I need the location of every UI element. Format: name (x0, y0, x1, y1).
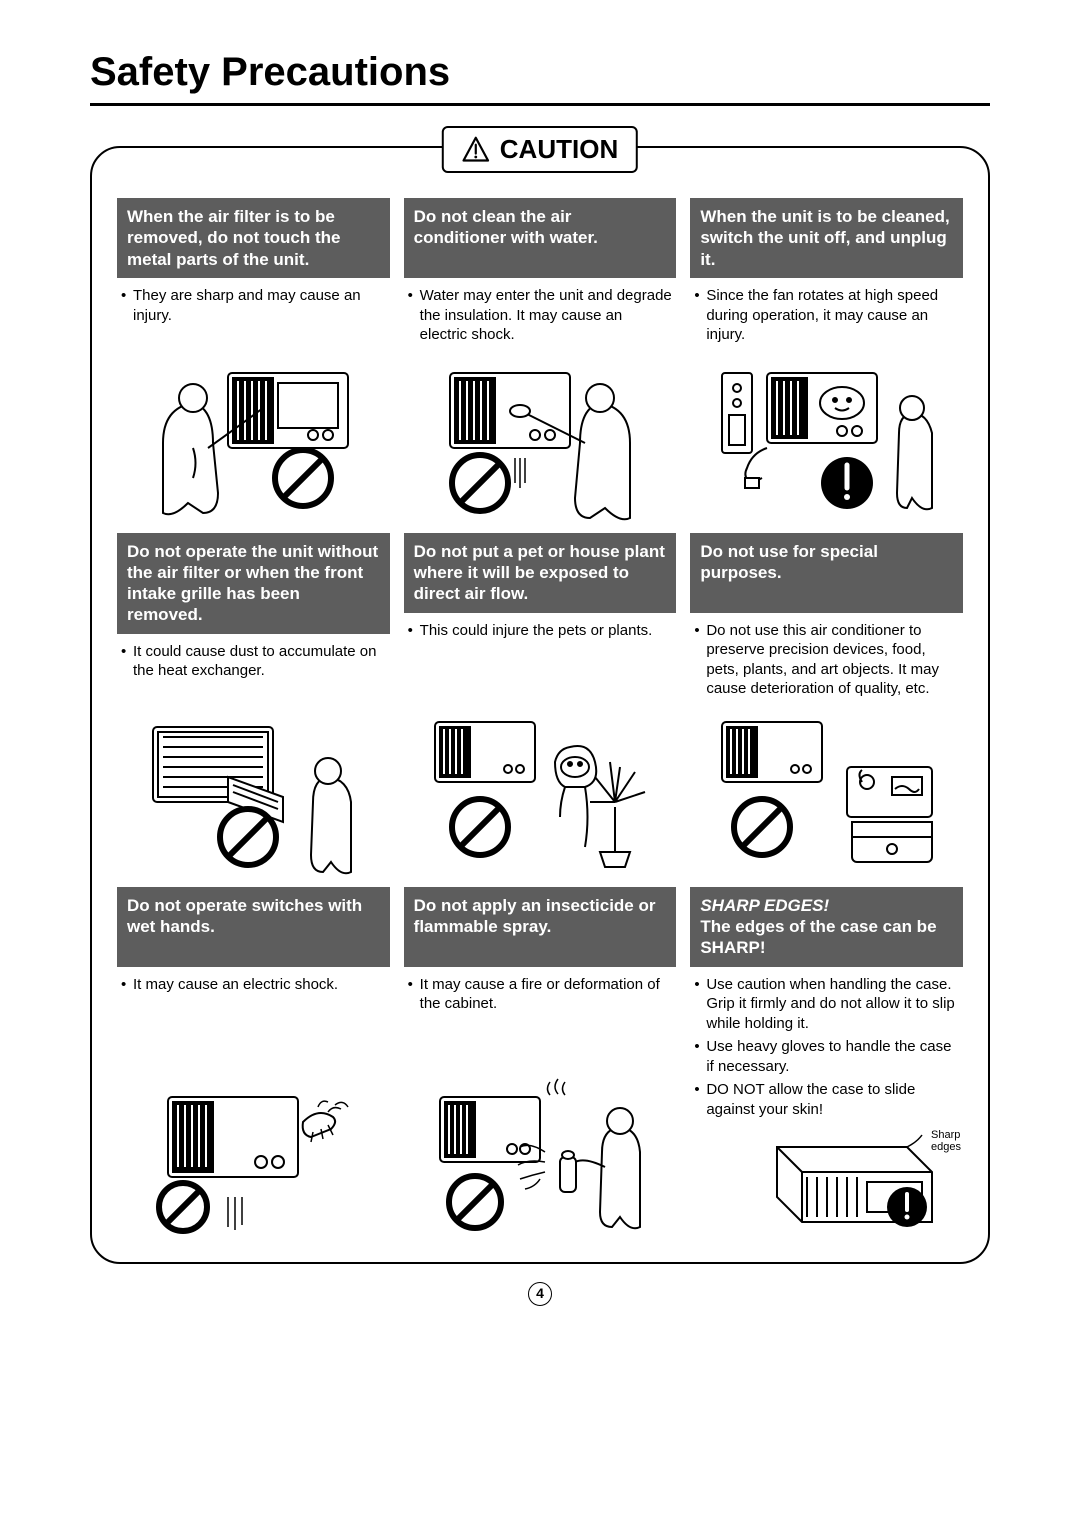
illustration (690, 353, 963, 523)
cell-body: They are sharp and may cause an injury. (117, 278, 390, 333)
cell-header: Do not apply an insecticide or flammable… (404, 887, 677, 967)
bullet: Use caution when handling the case. Grip… (694, 975, 959, 1034)
caution-cell: When the unit is to be cleaned, switch t… (690, 198, 963, 523)
cell-header-italic: SHARP EDGES! (700, 896, 829, 915)
caution-label: CAUTION (442, 126, 638, 173)
caution-cell: Do not operate the unit without the air … (117, 533, 390, 877)
caution-cell: Do not operate switches with wet hands. … (117, 887, 390, 1238)
bullet: It could cause dust to accumulate on the… (121, 642, 386, 681)
illustration (117, 707, 390, 877)
bullet: Water may enter the unit and degrade the… (408, 286, 673, 345)
cell-header: When the unit is to be cleaned, switch t… (690, 198, 963, 278)
bullet: Since the fan rotates at high speed duri… (694, 286, 959, 345)
sharp-edges-label: Sharp edges (931, 1129, 961, 1153)
illustration (117, 353, 390, 523)
caution-cell: When the air filter is to be removed, do… (117, 198, 390, 523)
caution-cell: Do not apply an insecticide or flammable… (404, 887, 677, 1238)
illustration (404, 1067, 677, 1237)
page-title: Safety Precautions (90, 50, 990, 95)
cell-body: Since the fan rotates at high speed duri… (690, 278, 963, 353)
illustration (117, 1067, 390, 1237)
bullet: This could injure the pets or plants. (408, 621, 673, 641)
caution-cell: Do not clean the air conditioner with wa… (404, 198, 677, 523)
cell-header: Do not operate the unit without the air … (117, 533, 390, 634)
page-number: 4 (90, 1282, 990, 1306)
cell-body: Do not use this air conditioner to prese… (690, 613, 963, 707)
bullet: Use heavy gloves to handle the case if n… (694, 1037, 959, 1076)
caution-cell: Do not put a pet or house plant where it… (404, 533, 677, 877)
cell-header: SHARP EDGES! The edges of the case can b… (690, 887, 963, 967)
cell-body: Water may enter the unit and degrade the… (404, 278, 677, 353)
caution-grid: When the air filter is to be removed, do… (117, 198, 963, 1237)
bullet: It may cause a fire or deformation of th… (408, 975, 673, 1014)
illustration (404, 353, 677, 523)
cell-header: Do not put a pet or house plant where it… (404, 533, 677, 613)
caution-cell: SHARP EDGES! The edges of the case can b… (690, 887, 963, 1238)
cell-header: When the air filter is to be removed, do… (117, 198, 390, 278)
page-number-value: 4 (528, 1282, 552, 1306)
illustration: Sharp edges (690, 1127, 963, 1237)
title-rule (90, 103, 990, 106)
bullet: It may cause an electric shock. (121, 975, 386, 995)
cell-body: It could cause dust to accumulate on the… (117, 634, 390, 689)
bullet: They are sharp and may cause an injury. (121, 286, 386, 325)
caution-cell: Do not use for special purposes. Do not … (690, 533, 963, 877)
cell-body: This could injure the pets or plants. (404, 613, 677, 649)
cell-header-text: The edges of the case can be SHARP! (700, 917, 936, 957)
illustration (404, 707, 677, 877)
bullet: DO NOT allow the case to slide against y… (694, 1080, 959, 1119)
cell-header: Do not operate switches with wet hands. (117, 887, 390, 967)
cell-body: It may cause an electric shock. (117, 967, 390, 1003)
caution-box: CAUTION When the air filter is to be rem… (90, 146, 990, 1264)
cell-header: Do not use for special purposes. (690, 533, 963, 613)
cell-body: Use caution when handling the case. Grip… (690, 967, 963, 1128)
illustration (690, 707, 963, 877)
caution-triangle-icon (462, 136, 490, 164)
caution-text: CAUTION (500, 134, 618, 165)
cell-header: Do not clean the air conditioner with wa… (404, 198, 677, 278)
bullet: Do not use this air conditioner to prese… (694, 621, 959, 699)
cell-body: It may cause a fire or deformation of th… (404, 967, 677, 1022)
